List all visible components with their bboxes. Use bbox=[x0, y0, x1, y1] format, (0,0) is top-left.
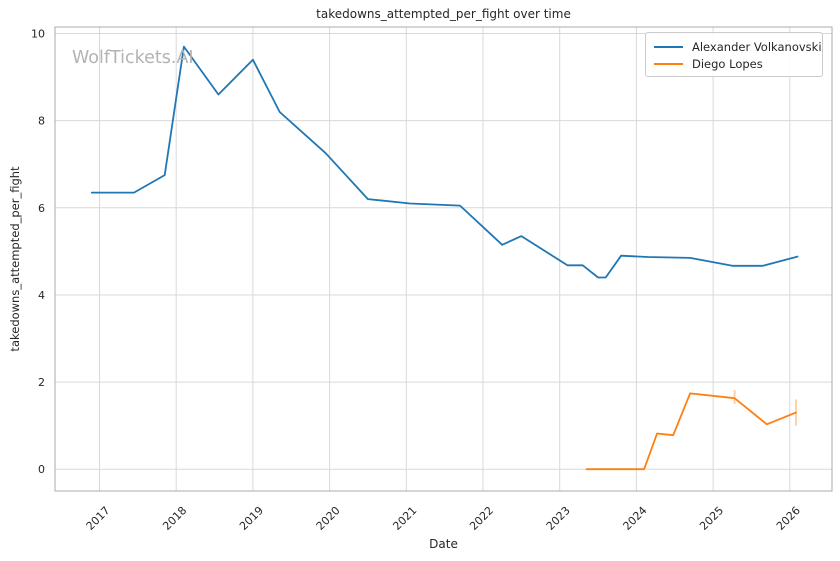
watermark: WolfTickets.AI bbox=[72, 48, 194, 68]
y-tick-label: 6 bbox=[38, 202, 45, 215]
legend-item: Diego Lopes bbox=[654, 55, 814, 72]
chart-title: takedowns_attempted_per_fight over time bbox=[316, 7, 571, 21]
plot-border bbox=[54, 26, 833, 492]
x-tick-label: 2023 bbox=[544, 504, 573, 533]
y-axis-label: takedowns_attempted_per_fight bbox=[8, 166, 22, 352]
legend: Alexander Volkanovski Diego Lopes bbox=[645, 32, 823, 77]
x-tick-label: 2020 bbox=[314, 504, 343, 533]
x-axis-label: Date bbox=[429, 537, 458, 551]
x-tick-label: 2017 bbox=[84, 504, 113, 533]
x-tick-label: 2018 bbox=[160, 504, 189, 533]
x-tick-label: 2025 bbox=[697, 504, 726, 533]
y-tick-label: 10 bbox=[31, 28, 45, 41]
x-tick-label: 2019 bbox=[237, 504, 266, 533]
legend-label: Alexander Volkanovski bbox=[692, 39, 822, 54]
y-tick-label: 8 bbox=[38, 115, 45, 128]
x-tick-label: 2022 bbox=[467, 504, 496, 533]
x-tick-label: 2024 bbox=[621, 504, 650, 533]
series-line-diego-lopes bbox=[585, 392, 797, 471]
legend-line-sample-icon bbox=[654, 62, 683, 65]
y-tick-label: 2 bbox=[38, 376, 45, 389]
legend-item: Alexander Volkanovski bbox=[654, 38, 822, 55]
series-line-alexander-volkanovski bbox=[90, 45, 799, 279]
legend-line-sample-icon bbox=[654, 45, 683, 48]
legend-label: Diego Lopes bbox=[692, 56, 763, 71]
y-tick-label: 0 bbox=[38, 463, 45, 476]
x-tick-label: 2026 bbox=[774, 504, 803, 533]
y-tick-label: 4 bbox=[38, 289, 45, 302]
x-tick-label: 2021 bbox=[390, 504, 419, 533]
